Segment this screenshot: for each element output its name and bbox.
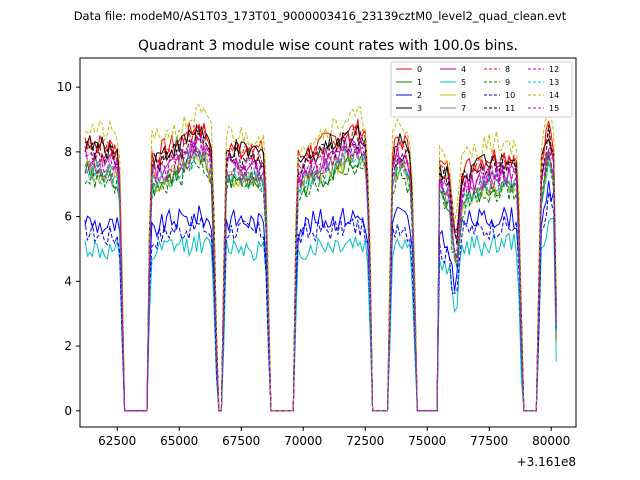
x-tick-label: 67500 [222, 434, 260, 448]
series-line-0 [84, 118, 557, 412]
plot-frame [79, 57, 577, 428]
series-line-15 [84, 139, 557, 412]
legend-label-7: 7 [461, 104, 466, 113]
legend-label-14: 14 [549, 91, 559, 100]
legend-label-13: 13 [549, 78, 559, 87]
x-tick-label: 62500 [98, 434, 136, 448]
legend-label-1: 1 [417, 78, 422, 87]
x-axis: 62500 65000 67500 70000 72500 75000 77500 80000 [98, 427, 570, 448]
x-axis-offset-label: +3.161e8 [517, 455, 576, 469]
y-axis: 0 2 4 6 8 10 [57, 80, 80, 418]
series-line-9 [84, 155, 557, 412]
legend-label-15: 15 [549, 104, 559, 113]
plot-area [79, 57, 577, 428]
legend-frame [390, 61, 573, 118]
x-tick-label: 80000 [532, 434, 570, 448]
x-tick-label: 65000 [160, 434, 198, 448]
legend-label-0: 0 [417, 65, 422, 74]
legend-label-12: 12 [549, 65, 559, 74]
legend-label-6: 6 [461, 91, 466, 100]
series-line-10 [84, 192, 557, 412]
series-line-2 [84, 180, 557, 412]
y-tick-label: 0 [64, 404, 72, 418]
x-tick-label: 77500 [470, 434, 508, 448]
legend-label-3: 3 [417, 104, 422, 113]
legend-label-10: 10 [505, 91, 515, 100]
series-line-12 [84, 140, 557, 412]
x-tick-label: 72500 [346, 434, 384, 448]
series-line-11 [84, 124, 557, 412]
y-tick-label: 6 [64, 210, 72, 224]
legend-label-2: 2 [417, 91, 422, 100]
series-line-5 [84, 217, 557, 412]
legend-label-8: 8 [505, 65, 510, 74]
series-line-4 [84, 134, 557, 412]
y-tick-label: 4 [64, 274, 72, 288]
legend-label-4: 4 [461, 65, 466, 74]
series-line-3 [84, 123, 557, 412]
series-line-14 [84, 104, 557, 412]
legend-label-9: 9 [505, 78, 510, 87]
figure-suptitle: Data file: modeM0/AS1T03_173T01_90000034… [74, 9, 567, 23]
y-tick-label: 2 [64, 339, 72, 353]
series-layer [84, 104, 557, 412]
chart-title: Quadrant 3 module wise count rates with … [138, 38, 518, 54]
series-line-8 [84, 123, 557, 412]
y-tick-label: 10 [57, 80, 72, 94]
y-tick-label: 8 [64, 145, 72, 159]
legend-label-5: 5 [461, 78, 466, 87]
x-tick-label: 75000 [408, 434, 446, 448]
x-tick-label: 70000 [284, 434, 322, 448]
legend-label-11: 11 [505, 104, 515, 113]
